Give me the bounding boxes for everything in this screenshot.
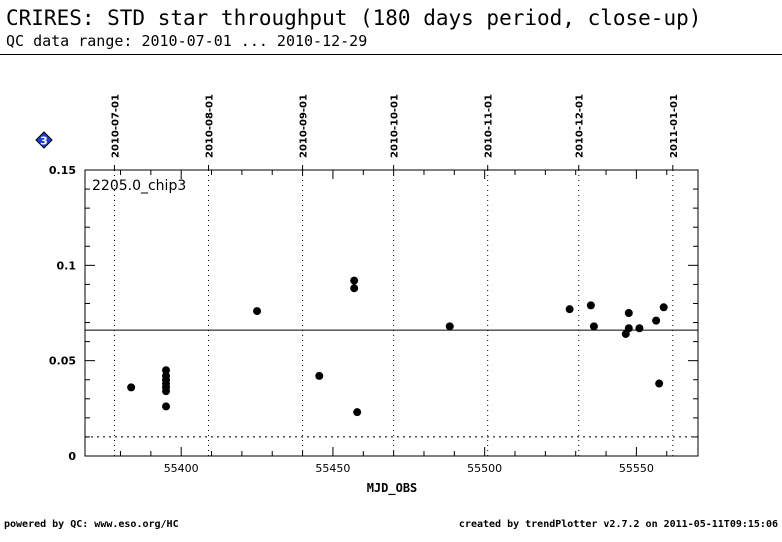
data-point — [565, 305, 574, 314]
date-tick-label: 2010-08-01 — [205, 94, 216, 158]
data-point — [162, 387, 171, 396]
plot-frame — [84, 169, 699, 457]
footer-created-by: created by trendPlotter v2.7.2 on 2011-0… — [458, 519, 778, 530]
x-axis-label: MJD_OBS — [367, 481, 418, 496]
data-point — [127, 383, 136, 392]
x-tick-label: 55450 — [315, 462, 350, 475]
date-tick-label: 2010-07-01 — [110, 94, 121, 158]
date-tick-label: 2010-10-01 — [390, 94, 401, 158]
data-point — [253, 307, 262, 316]
data-point — [162, 402, 171, 411]
data-point — [353, 408, 362, 417]
footer-powered-by: powered by QC: www.eso.org/HC — [4, 519, 179, 530]
badge-label: 3 — [40, 135, 48, 148]
date-tick-label: 2010-09-01 — [299, 94, 310, 158]
date-tick-label: 2010-11-01 — [484, 94, 495, 158]
data-point — [350, 276, 359, 285]
data-point — [624, 324, 633, 333]
data-point — [655, 379, 664, 388]
data-point — [659, 303, 668, 312]
diamond-icon — [35, 131, 53, 149]
y-tick-label: 0.05 — [49, 355, 76, 368]
y-tick-label: 0.15 — [49, 164, 76, 177]
x-tick-label: 55400 — [164, 462, 199, 475]
chart-subtitle: QC data range: 2010-07-01 ... 2010-12-29 — [6, 32, 368, 50]
chart-title: CRIRES: STD star throughput (180 days pe… — [6, 6, 702, 30]
data-point — [350, 284, 359, 293]
data-point — [589, 322, 598, 331]
header-divider — [0, 54, 782, 55]
y-tick-label: 0 — [68, 450, 76, 463]
chip-number-badge: 3 — [35, 131, 53, 149]
panel-label: 2205.0_chip3 — [92, 178, 186, 194]
date-tick-label: 2011-01-01 — [669, 94, 680, 158]
data-point — [445, 322, 454, 331]
y-tick-label: 0.1 — [57, 259, 77, 272]
data-point — [586, 301, 595, 310]
data-point — [652, 316, 661, 325]
date-tick-label: 2010-12-01 — [575, 94, 586, 158]
x-tick-label: 55500 — [467, 462, 502, 475]
x-tick-label: 55550 — [619, 462, 654, 475]
data-point — [624, 309, 633, 317]
data-point — [162, 366, 171, 375]
data-point — [315, 371, 324, 380]
data-point — [635, 324, 644, 333]
